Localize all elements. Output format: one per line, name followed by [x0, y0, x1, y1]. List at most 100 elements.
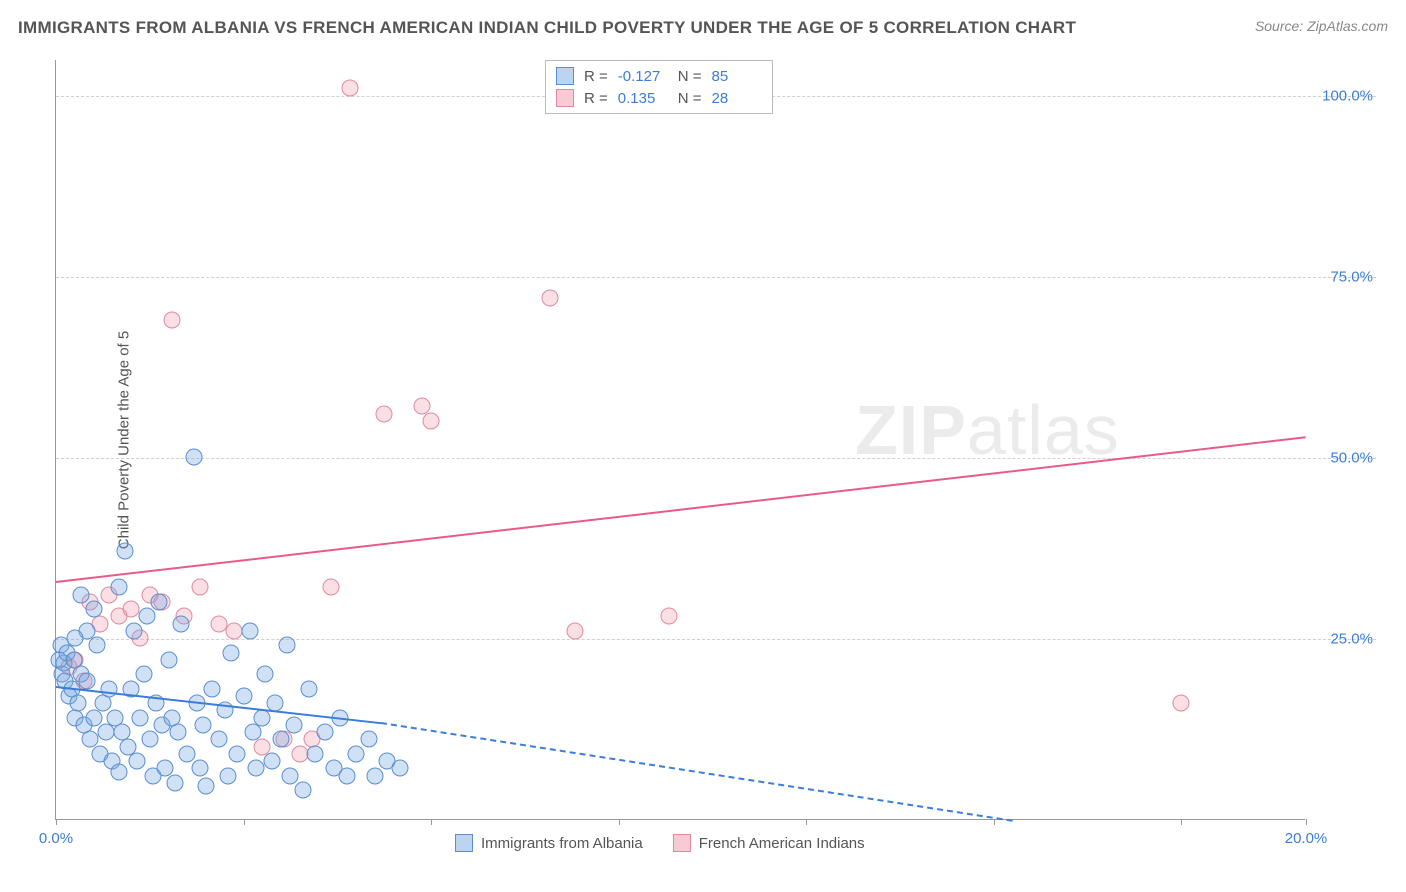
data-point	[166, 774, 183, 791]
data-point	[316, 724, 333, 741]
legend-label-series2: French American Indians	[699, 835, 865, 852]
trend-line	[381, 722, 1013, 822]
data-point	[141, 731, 158, 748]
x-tick	[56, 819, 57, 825]
data-point	[348, 745, 365, 762]
data-point	[341, 79, 358, 96]
swatch-series2-icon	[673, 834, 691, 852]
data-point	[307, 745, 324, 762]
stats-row-series1: R = -0.127 N = 85	[556, 65, 762, 87]
data-point	[285, 716, 302, 733]
data-point	[366, 767, 383, 784]
gridline	[56, 639, 1376, 640]
chart-area: Child Poverty Under the Age of 5 25.0%50…	[55, 60, 1375, 820]
data-point	[376, 405, 393, 422]
y-tick-label: 50.0%	[1313, 450, 1373, 467]
data-point	[391, 760, 408, 777]
source-attribution: Source: ZipAtlas.com	[1255, 18, 1388, 34]
x-tick	[431, 819, 432, 825]
y-tick-label: 100.0%	[1313, 88, 1373, 105]
x-tick	[244, 819, 245, 825]
data-point	[223, 644, 240, 661]
data-point	[273, 731, 290, 748]
swatch-series2	[556, 89, 574, 107]
data-point	[163, 311, 180, 328]
data-point	[1173, 695, 1190, 712]
data-point	[660, 608, 677, 625]
data-point	[151, 593, 168, 610]
data-point	[88, 637, 105, 654]
data-point	[198, 778, 215, 795]
data-point	[235, 687, 252, 704]
legend-label-series1: Immigrants from Albania	[481, 835, 643, 852]
data-point	[116, 543, 133, 560]
data-point	[301, 680, 318, 697]
legend-item-series1: Immigrants from Albania	[455, 834, 643, 852]
data-point	[132, 709, 149, 726]
x-tick	[619, 819, 620, 825]
data-point	[194, 716, 211, 733]
data-point	[263, 753, 280, 770]
data-point	[110, 763, 127, 780]
data-point	[294, 782, 311, 799]
data-point	[85, 709, 102, 726]
y-tick-label: 75.0%	[1313, 269, 1373, 286]
data-point	[323, 579, 340, 596]
data-point	[282, 767, 299, 784]
data-point	[66, 630, 83, 647]
data-point	[79, 673, 96, 690]
x-tick	[1306, 819, 1307, 825]
data-point	[241, 622, 258, 639]
data-point	[191, 579, 208, 596]
data-point	[219, 767, 236, 784]
legend-item-series2: French American Indians	[673, 834, 865, 852]
data-point	[226, 622, 243, 639]
data-point	[173, 615, 190, 632]
data-point	[138, 608, 155, 625]
data-point	[210, 615, 227, 632]
x-tick-label: 20.0%	[1285, 830, 1328, 847]
bottom-legend: Immigrants from Albania French American …	[455, 834, 865, 852]
x-tick-label: 0.0%	[39, 830, 73, 847]
data-point	[291, 745, 308, 762]
gridline	[56, 458, 1376, 459]
x-tick	[1181, 819, 1182, 825]
data-point	[248, 760, 265, 777]
data-point	[126, 622, 143, 639]
data-point	[73, 586, 90, 603]
swatch-series1-icon	[455, 834, 473, 852]
swatch-series1	[556, 67, 574, 85]
x-tick	[806, 819, 807, 825]
data-point	[338, 767, 355, 784]
data-point	[541, 289, 558, 306]
data-point	[169, 724, 186, 741]
data-point	[191, 760, 208, 777]
data-point	[179, 745, 196, 762]
data-point	[566, 622, 583, 639]
chart-title: IMMIGRANTS FROM ALBANIA VS FRENCH AMERIC…	[18, 18, 1076, 38]
data-point	[210, 731, 227, 748]
y-tick-label: 25.0%	[1313, 631, 1373, 648]
data-point	[160, 651, 177, 668]
correlation-stats-box: R = -0.127 N = 85 R = 0.135 N = 28	[545, 60, 773, 114]
stats-row-series2: R = 0.135 N = 28	[556, 87, 762, 109]
data-point	[135, 666, 152, 683]
data-point	[257, 666, 274, 683]
data-point	[229, 745, 246, 762]
data-point	[360, 731, 377, 748]
data-point	[98, 724, 115, 741]
scatter-plot: 25.0%50.0%75.0%100.0%0.0%20.0%	[55, 60, 1305, 820]
data-point	[110, 579, 127, 596]
data-point	[85, 601, 102, 618]
data-point	[279, 637, 296, 654]
gridline	[56, 277, 1376, 278]
x-tick	[994, 819, 995, 825]
data-point	[94, 695, 111, 712]
data-point	[185, 449, 202, 466]
data-point	[423, 412, 440, 429]
data-point	[244, 724, 261, 741]
data-point	[129, 753, 146, 770]
data-point	[204, 680, 221, 697]
data-point	[123, 601, 140, 618]
data-point	[69, 695, 86, 712]
